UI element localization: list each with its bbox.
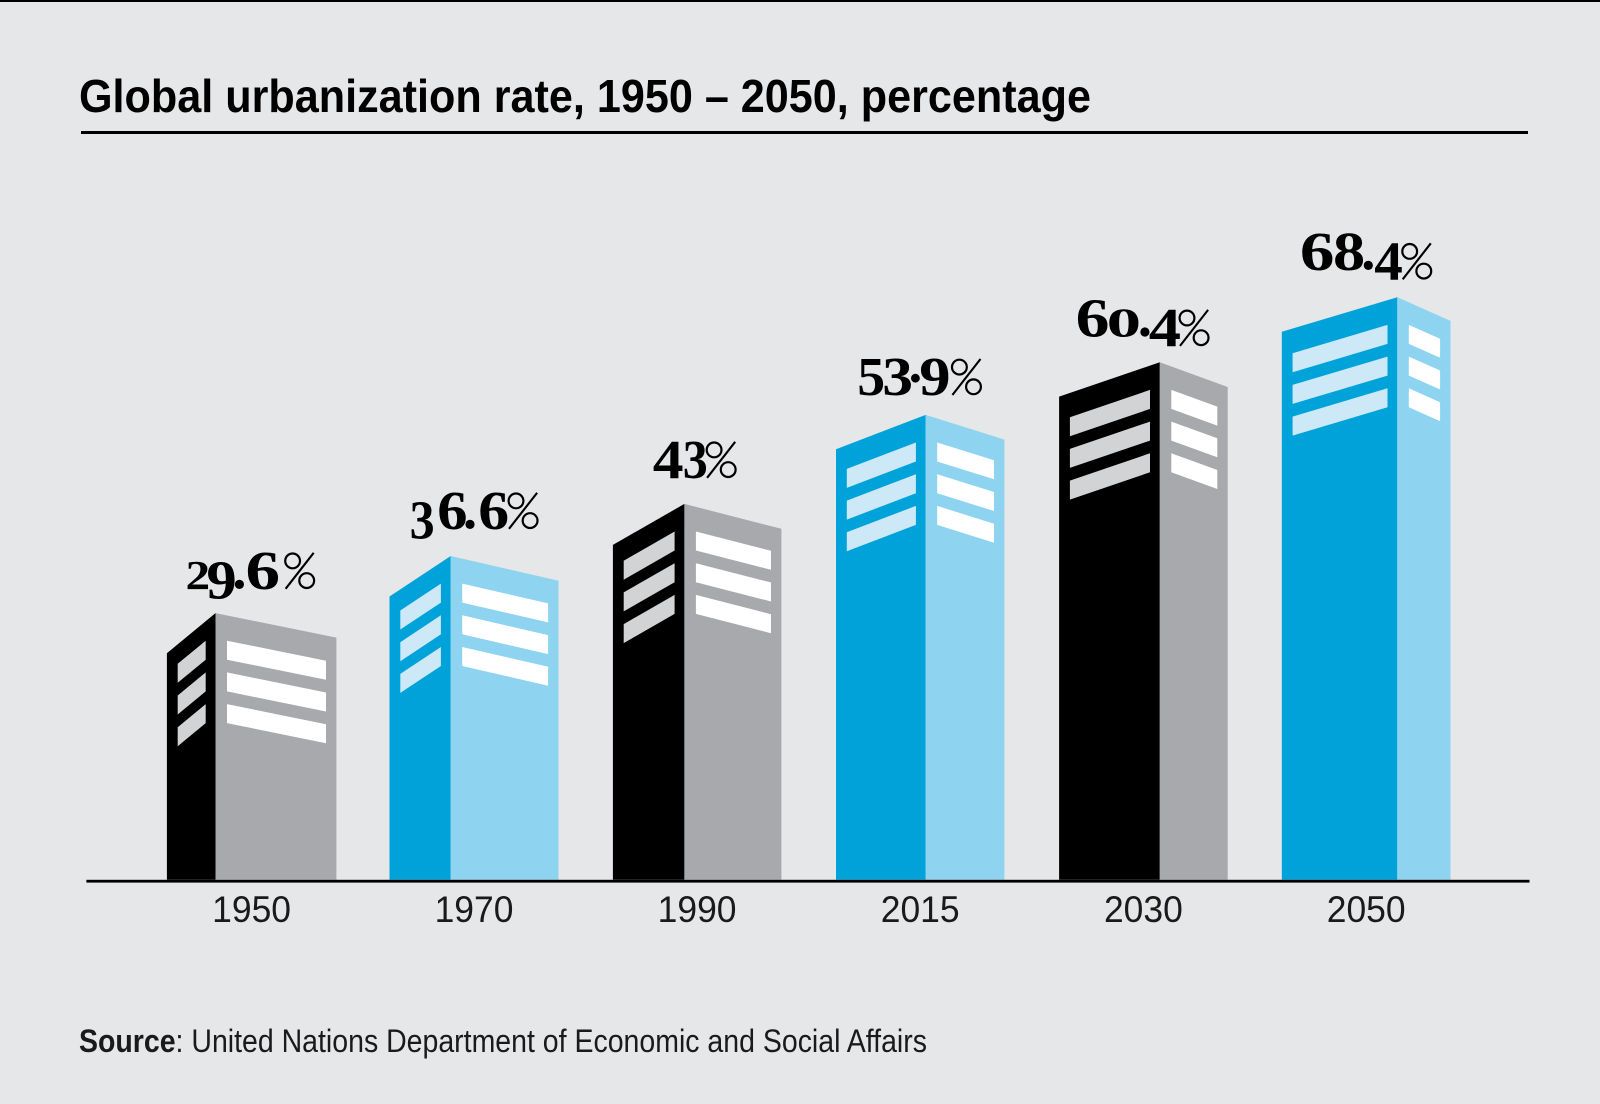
svg-text:9: 9: [919, 346, 950, 408]
svg-text:4: 4: [1149, 297, 1181, 359]
svg-text:2050: 2050: [1327, 888, 1406, 930]
svg-text:2: 2: [185, 553, 210, 598]
svg-text:1950: 1950: [212, 888, 291, 930]
svg-text:3: 3: [683, 430, 708, 491]
svg-text:6: 6: [1300, 221, 1335, 283]
svg-text:8: 8: [1333, 221, 1365, 282]
svg-text:2015: 2015: [881, 888, 960, 930]
svg-text:4: 4: [1374, 231, 1403, 292]
svg-text:1970: 1970: [435, 888, 514, 930]
svg-text:5: 5: [857, 347, 885, 408]
svg-text:0: 0: [1107, 301, 1141, 346]
svg-text:3: 3: [882, 346, 913, 407]
svg-text:1990: 1990: [658, 888, 737, 930]
svg-text:6: 6: [245, 540, 280, 602]
svg-text:9: 9: [206, 549, 236, 611]
svg-text:6: 6: [1076, 288, 1110, 349]
svg-text:3: 3: [410, 490, 435, 551]
svg-text:2030: 2030: [1104, 888, 1183, 930]
svg-text:6: 6: [478, 480, 509, 541]
svg-text:4: 4: [653, 429, 684, 490]
svg-text:6: 6: [437, 479, 467, 541]
